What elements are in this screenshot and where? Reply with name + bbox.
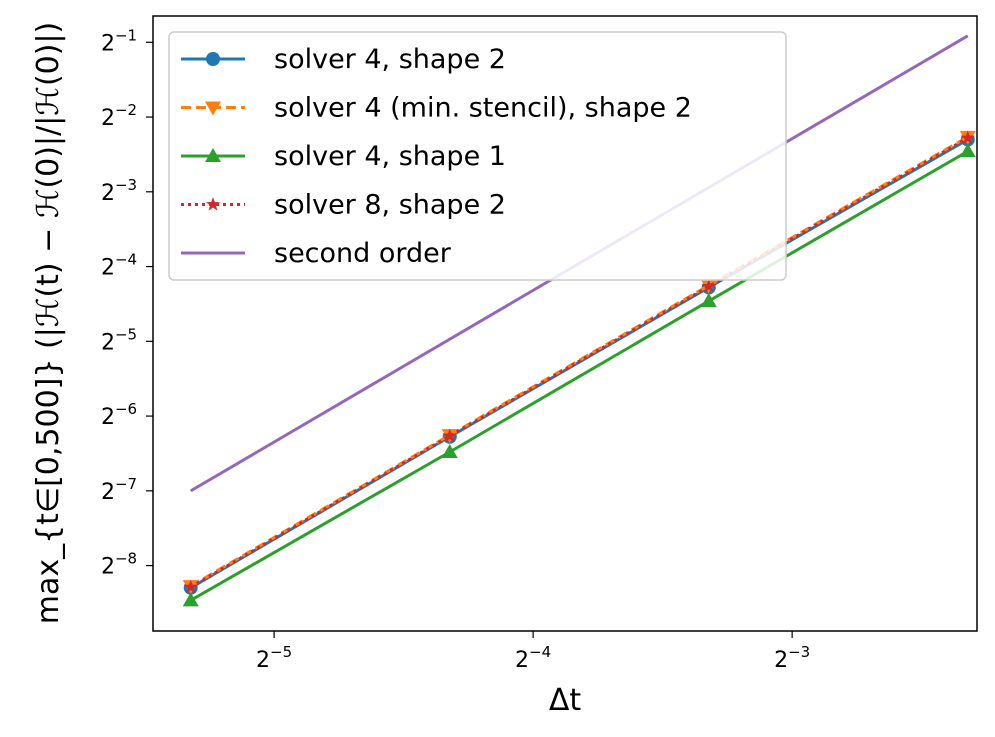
legend-item: solver 4, shape 1 <box>181 141 506 172</box>
data-point <box>700 293 717 308</box>
x-tick-label: 2−5 <box>256 643 292 673</box>
legend-label: solver 4, shape 2 <box>274 44 506 75</box>
legend: solver 4, shape 2 solver 4 (min. stencil)… <box>168 31 787 281</box>
series-3 <box>183 130 975 594</box>
y-tick-label: 2−6 <box>101 400 137 430</box>
plot-frame <box>152 15 978 632</box>
x-axis-label: Δt <box>549 683 582 718</box>
legend-label: solver 8, shape 2 <box>274 190 506 221</box>
legend-item: second order <box>181 238 452 269</box>
legend-item: solver 4 (min. stencil), shape 2 <box>181 93 692 124</box>
series-2 <box>182 143 976 607</box>
y-axis-label-text: max_{t∈[0,500]} (|ℋ(t) − ℋ(0)|/|ℋ(0)|) <box>31 22 66 625</box>
data-point <box>441 443 458 458</box>
legend-marker <box>205 101 221 116</box>
y-tick-label: 2−2 <box>101 101 137 131</box>
data-point <box>183 579 198 594</box>
series-layer <box>182 34 976 607</box>
y-tick-label: 2−4 <box>101 251 137 281</box>
legend-frame <box>168 31 787 281</box>
y-tick-label: 2−5 <box>101 325 137 355</box>
y-tick-label: 2−7 <box>101 475 137 505</box>
data-point <box>701 278 716 293</box>
legend-item: solver 4, shape 2 <box>181 44 506 75</box>
x-tick-label: 2−3 <box>774 643 810 673</box>
legend-marker <box>205 148 221 162</box>
y-axis-label: max_{t∈[0,500]} (|ℋ(t) − ℋ(0)|/|ℋ(0)|) <box>31 22 66 625</box>
y-tick-label: 2−8 <box>101 550 137 580</box>
y-tick-label: 2−3 <box>101 176 137 206</box>
legend-label: second order <box>274 238 452 269</box>
ticks-layer: 2−5 2−4 2−3 2−8 2−7 2−6 2−5 2−4 2−3 2−2 2−1 <box>101 26 810 673</box>
data-point <box>959 143 976 158</box>
x-tick-label: 2−4 <box>515 643 551 673</box>
data-point <box>960 130 975 144</box>
data-point <box>442 428 457 442</box>
legend-label: solver 4 (min. stencil), shape 2 <box>274 93 692 124</box>
legend-marker <box>206 52 220 66</box>
series-line <box>189 149 969 602</box>
legend-label: solver 4, shape 1 <box>274 141 506 172</box>
y-tick-label: 2−1 <box>101 26 137 56</box>
series-line <box>189 136 969 589</box>
data-point <box>182 592 199 607</box>
legend-marker <box>205 197 221 211</box>
legend-item: solver 8, shape 2 <box>181 190 506 221</box>
